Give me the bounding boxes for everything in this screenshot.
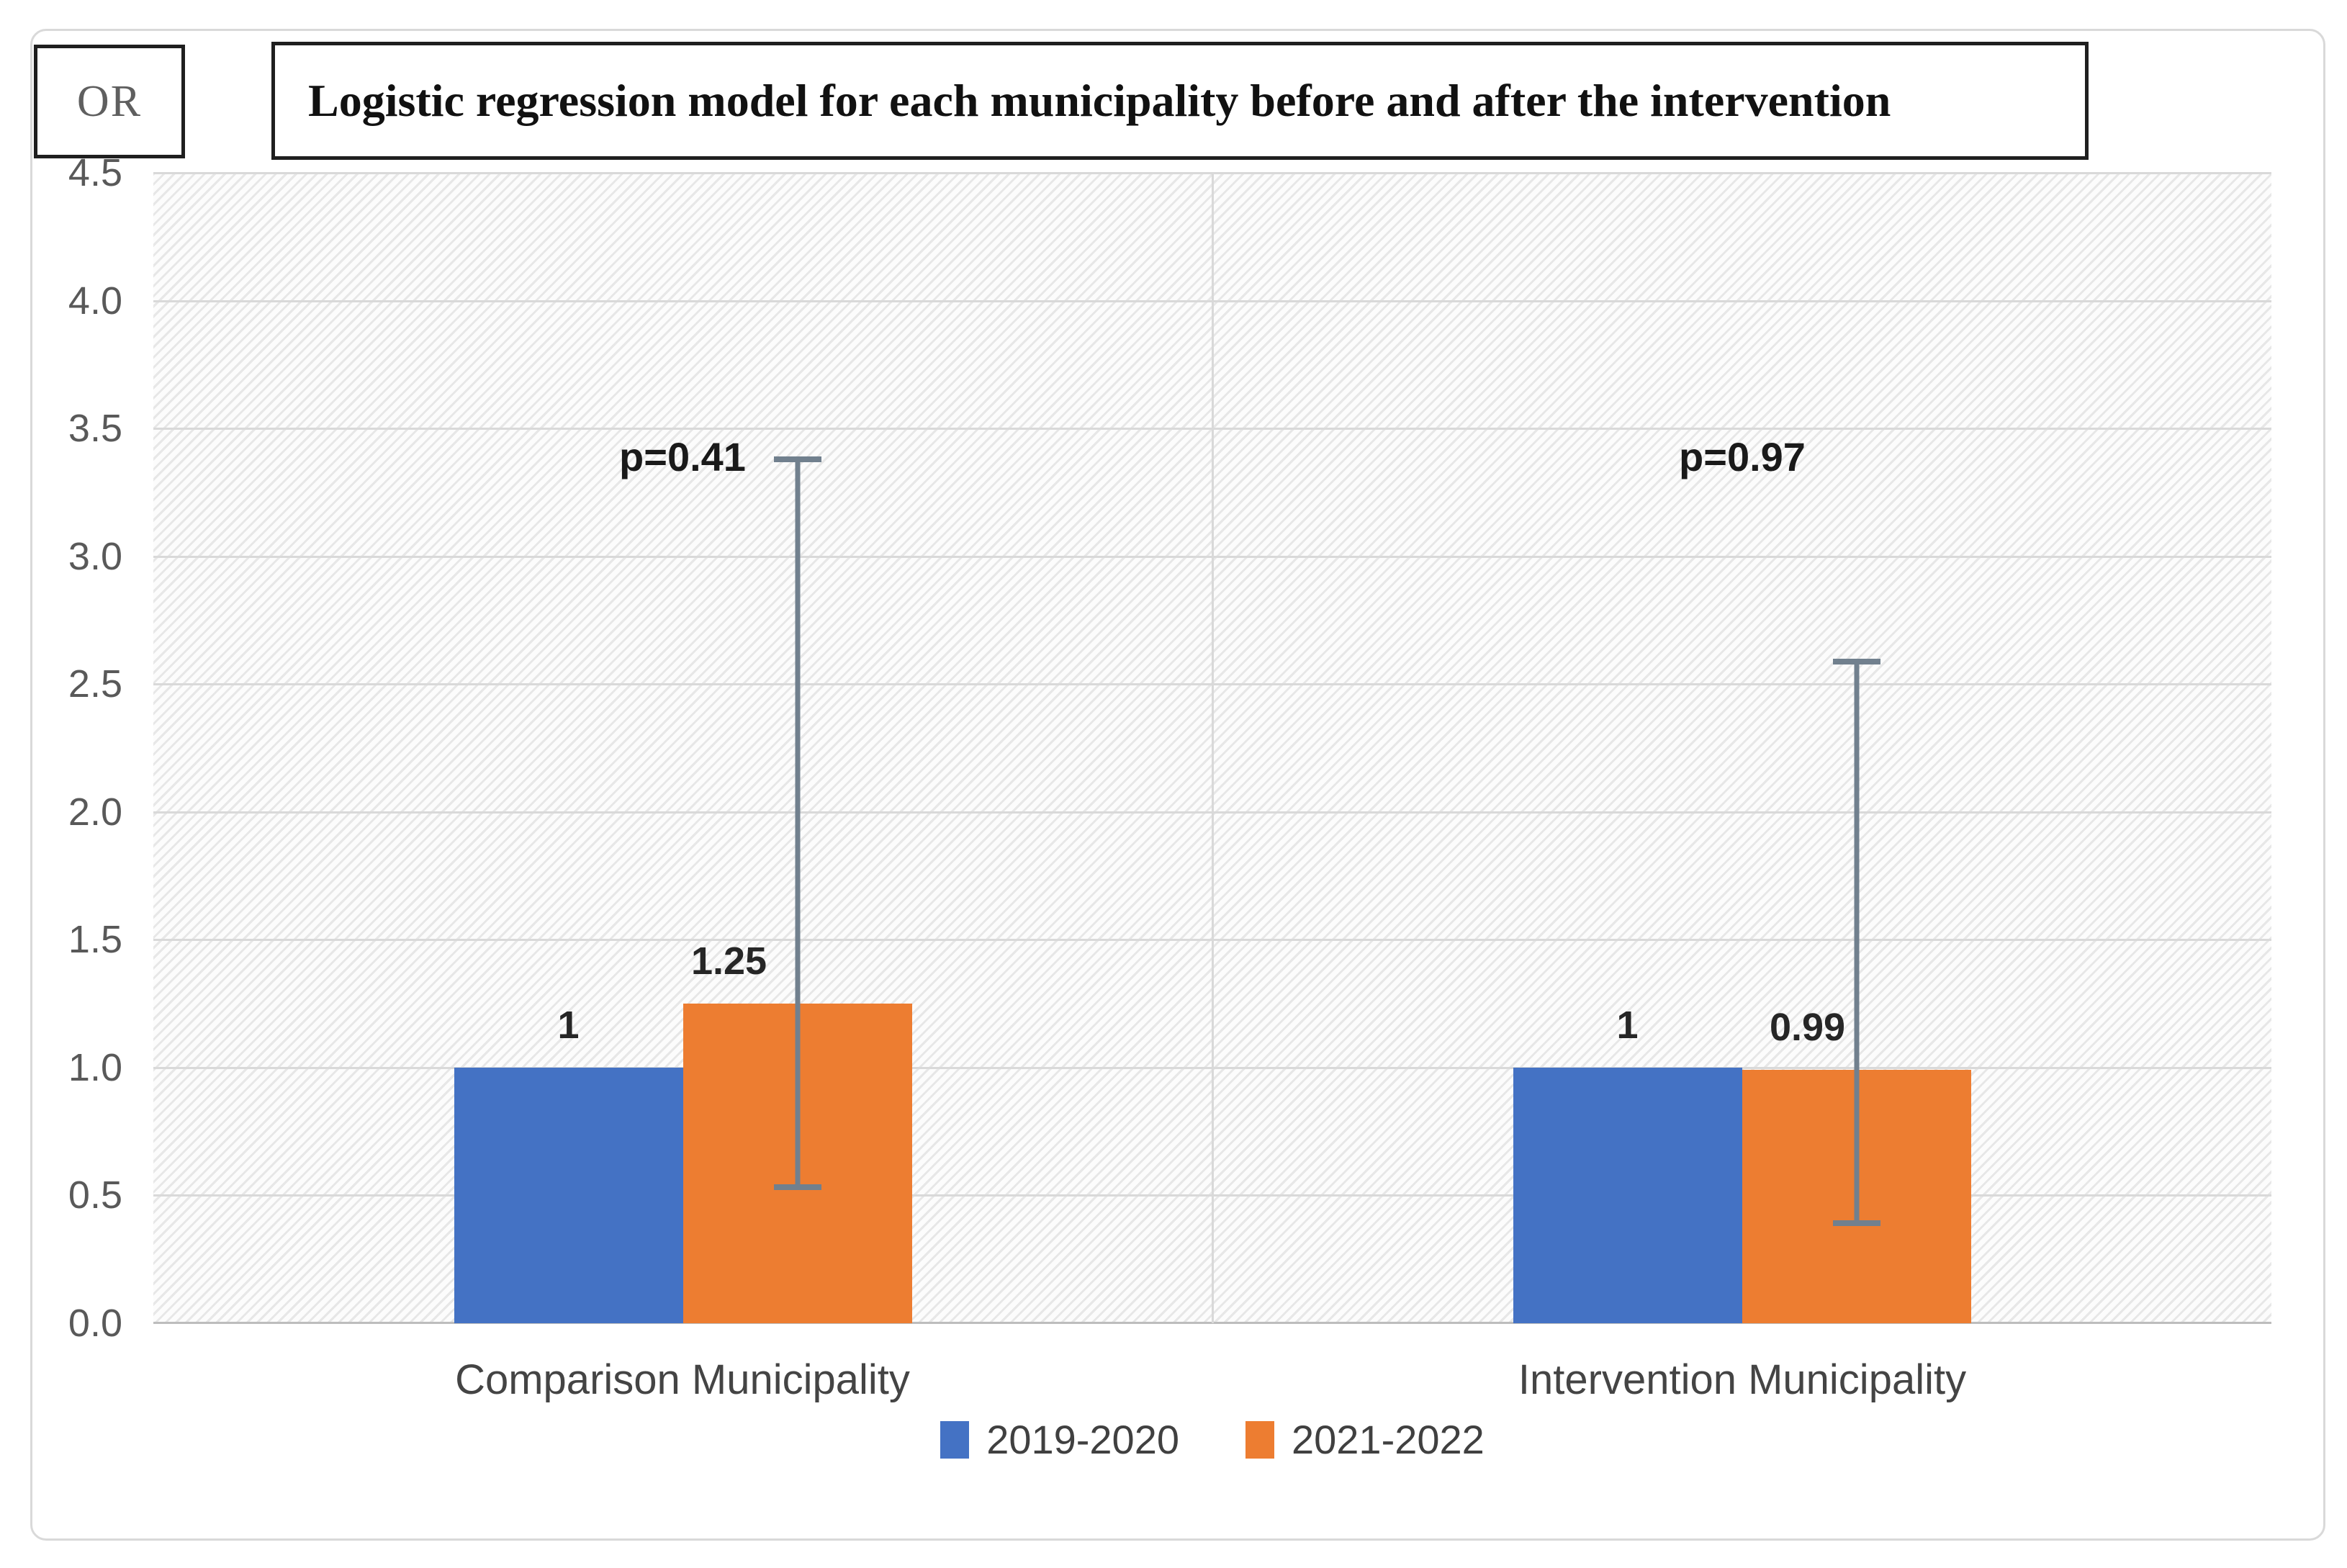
error-bar: [795, 456, 800, 1191]
y-axis-unit-label: OR: [76, 76, 143, 126]
y-axis-tick-label: 3.0: [68, 534, 122, 578]
category-label-intervention: Intervention Municipality: [1518, 1356, 1967, 1403]
y-axis-tick-label: 2.5: [68, 662, 122, 706]
bar-2019-2020-intervention: [1513, 1067, 1742, 1323]
p-value-label-comparison: p=0.41: [619, 434, 746, 479]
y-axis-tick-label: 1.5: [68, 918, 122, 962]
y-axis-tick-label: 3.5: [68, 407, 122, 451]
y-axis-tick-label: 1.0: [68, 1045, 122, 1089]
error-bar-top-cap: [1832, 658, 1880, 664]
y-axis-tick-label: 0.5: [68, 1173, 122, 1217]
y-axis-unit-box: OR: [34, 45, 185, 158]
legend-item-2021-2022: 2021-2022: [1245, 1420, 1485, 1460]
legend-item-2019-2020: 2019-2020: [940, 1420, 1179, 1460]
y-axis-tick-label: 2.0: [68, 790, 122, 834]
error-bar-bottom-cap: [773, 1184, 821, 1191]
legend-label: 2021-2022: [1292, 1417, 1485, 1462]
bar-2019-2020-comparison: [454, 1067, 683, 1323]
y-axis-tick-label: 0.0: [68, 1302, 122, 1345]
plot-area: 1 1 1.25 0.99: [153, 172, 2271, 1324]
chart-title-box: Logistic regression model for each munic…: [271, 42, 2089, 160]
legend: 2019-2020 2021-2022: [153, 1420, 2271, 1460]
error-bar-top-cap: [773, 456, 821, 463]
chart-title: Logistic regression model for each munic…: [308, 75, 1891, 126]
y-axis-tick-label: 4.0: [68, 279, 122, 323]
y-axis-tick-label: 4.5: [68, 151, 122, 195]
error-bar: [1854, 658, 1859, 1227]
bar-value-label: 0.99: [1769, 1006, 1846, 1050]
category-separator-gridline: [1212, 173, 1214, 1323]
legend-swatch-orange-icon: [1245, 1421, 1274, 1459]
bar-value-label: 1.25: [690, 940, 767, 983]
category-label-comparison: Comparison Municipality: [455, 1356, 910, 1403]
error-bar-bottom-cap: [1832, 1220, 1880, 1227]
bar-value-label: 1: [557, 1003, 580, 1047]
p-value-label-intervention: p=0.97: [1679, 434, 1806, 479]
legend-label: 2019-2020: [986, 1417, 1179, 1462]
bar-value-label: 1: [1616, 1003, 1639, 1047]
legend-swatch-blue-icon: [940, 1421, 970, 1459]
